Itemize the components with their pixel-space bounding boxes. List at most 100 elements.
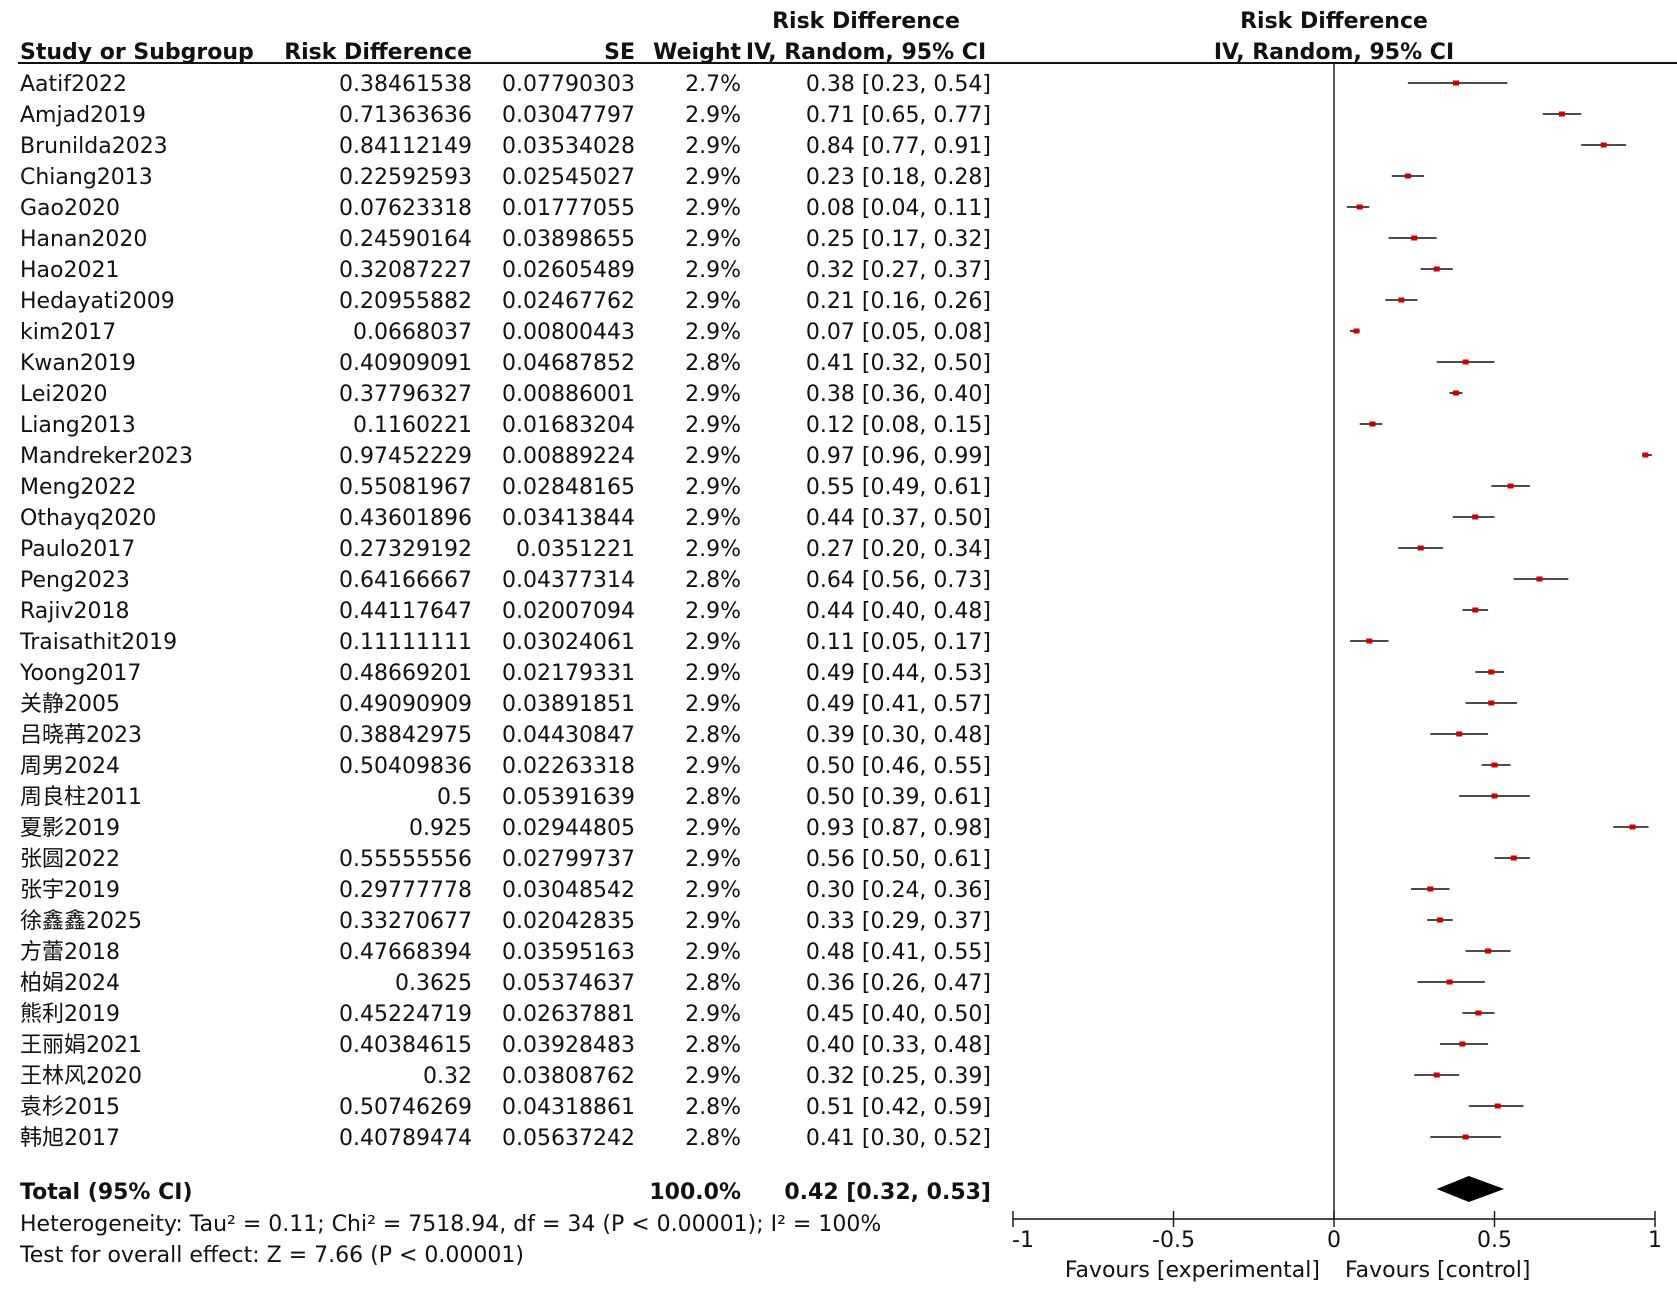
weight-value: 2.9% — [685, 909, 741, 934]
weight-value: 2.9% — [685, 661, 741, 686]
risk-difference-value: 0.84112149 — [339, 134, 472, 159]
weight-value: 2.9% — [685, 878, 741, 903]
point-estimate — [1462, 359, 1469, 365]
ci-text: 0.12 [0.08, 0.15] — [806, 413, 991, 438]
risk-difference-value: 0.71363636 — [339, 103, 472, 128]
point-estimate — [1536, 576, 1543, 582]
pooled-diamond — [1436, 1176, 1505, 1202]
total-weight: 100.0% — [649, 1180, 741, 1205]
weight-value: 2.9% — [685, 692, 741, 717]
risk-difference-value: 0.55081967 — [339, 475, 472, 500]
favours-experimental: Favours [experimental] — [1065, 1258, 1320, 1283]
point-estimate — [1491, 793, 1498, 799]
weight-value: 2.9% — [685, 506, 741, 531]
study-name: kim2017 — [20, 320, 116, 345]
se-value: 0.02467762 — [502, 289, 635, 314]
ci-text: 0.32 [0.27, 0.37] — [806, 258, 991, 283]
risk-difference-value: 0.20955882 — [339, 289, 472, 314]
point-estimate — [1356, 204, 1363, 210]
ci-text: 0.30 [0.24, 0.36] — [806, 878, 991, 903]
risk-difference-value: 0.3625 — [395, 971, 472, 996]
favours-control: Favours [control] — [1345, 1258, 1530, 1283]
risk-difference-value: 0.38461538 — [339, 72, 472, 97]
se-value: 0.05391639 — [502, 785, 635, 810]
risk-difference-value: 0.37796327 — [339, 382, 472, 407]
point-estimate — [1369, 421, 1376, 427]
header-ci-left: IV, Random, 95% CI — [746, 40, 986, 65]
study-name: 夏影2019 — [20, 816, 120, 841]
study-name: Paulo2017 — [20, 537, 135, 562]
point-estimate — [1427, 886, 1434, 892]
study-name: Gao2020 — [20, 196, 120, 221]
weight-value: 2.7% — [685, 72, 741, 97]
ci-text: 0.84 [0.77, 0.91] — [806, 134, 991, 159]
study-name: 关静2005 — [20, 692, 120, 717]
se-value: 0.00889224 — [502, 444, 635, 469]
risk-difference-value: 0.48669201 — [339, 661, 472, 686]
risk-difference-value: 0.50409836 — [339, 754, 472, 779]
weight-value: 2.9% — [685, 1002, 741, 1027]
ci-text: 0.38 [0.36, 0.40] — [806, 382, 991, 407]
point-estimate — [1353, 328, 1360, 334]
study-name: Liang2013 — [20, 413, 136, 438]
ci-text: 0.38 [0.23, 0.54] — [806, 72, 991, 97]
ci-text: 0.41 [0.32, 0.50] — [806, 351, 991, 376]
se-value: 0.02179331 — [502, 661, 635, 686]
point-estimate — [1446, 979, 1453, 985]
total-ci: 0.42 [0.32, 0.53] — [784, 1180, 991, 1205]
se-value: 0.02944805 — [502, 816, 635, 841]
study-name: 韩旭2017 — [20, 1126, 120, 1151]
risk-difference-value: 0.27329192 — [339, 537, 472, 562]
ci-text: 0.07 [0.05, 0.08] — [806, 320, 991, 345]
se-value: 0.00800443 — [502, 320, 635, 345]
se-value: 0.03891851 — [502, 692, 635, 717]
study-name: 柏娟2024 — [20, 971, 120, 996]
study-name: Traisathit2019 — [19, 630, 177, 655]
se-value: 0.02042835 — [502, 909, 635, 934]
ci-text: 0.21 [0.16, 0.26] — [806, 289, 991, 314]
risk-difference-value: 0.32 — [423, 1064, 472, 1089]
weight-value: 2.9% — [685, 847, 741, 872]
risk-difference-value: 0.0668037 — [353, 320, 472, 345]
study-name: 袁杉2015 — [20, 1095, 120, 1120]
header-se: SE — [604, 40, 635, 65]
study-name: Amjad2019 — [20, 103, 146, 128]
se-value: 0.02545027 — [502, 165, 635, 190]
ci-text: 0.27 [0.20, 0.34] — [806, 537, 991, 562]
risk-difference-value: 0.47668394 — [339, 940, 472, 965]
study-rows: Aatif2022 0.38461538 0.07790303 2.7% 0.38 [0… — [19, 72, 991, 1151]
plot-area: -1 -0.5 0 0.5 1 — [1012, 63, 1662, 1253]
ci-text: 0.56 [0.50, 0.61] — [806, 847, 991, 872]
ci-text: 0.25 [0.17, 0.32] — [806, 227, 991, 252]
point-estimate — [1491, 762, 1498, 768]
point-estimate — [1459, 1041, 1466, 1047]
weight-value: 2.8% — [685, 1095, 741, 1120]
point-estimate — [1472, 607, 1479, 613]
point-estimate — [1558, 111, 1565, 117]
study-name: 王林风2020 — [20, 1064, 142, 1089]
ci-text: 0.93 [0.87, 0.98] — [806, 816, 991, 841]
ci-text: 0.08 [0.04, 0.11] — [806, 196, 991, 221]
heterogeneity-text: Heterogeneity: Tau² = 0.11; Chi² = 7518.… — [20, 1212, 881, 1237]
se-value: 0.03047797 — [502, 103, 635, 128]
ci-text: 0.32 [0.25, 0.39] — [806, 1064, 991, 1089]
ci-text: 0.39 [0.30, 0.48] — [806, 723, 991, 748]
se-value: 0.03534028 — [502, 134, 635, 159]
study-name: Peng2023 — [20, 568, 130, 593]
se-value: 0.04377314 — [502, 568, 635, 593]
se-value: 0.03808762 — [502, 1064, 635, 1089]
point-estimate — [1629, 824, 1636, 830]
study-name: 方蕾2018 — [20, 940, 120, 965]
study-name: 熊利2019 — [20, 1002, 120, 1027]
weight-value: 2.9% — [685, 413, 741, 438]
ci-text: 0.64 [0.56, 0.73] — [806, 568, 991, 593]
ci-text: 0.41 [0.30, 0.52] — [806, 1126, 991, 1151]
weight-value: 2.9% — [685, 196, 741, 221]
point-estimate — [1417, 545, 1424, 551]
weight-value: 2.9% — [685, 537, 741, 562]
se-value: 0.03048542 — [502, 878, 635, 903]
study-name: Chiang2013 — [20, 165, 153, 190]
risk-difference-value: 0.97452229 — [339, 444, 472, 469]
se-value: 0.04430847 — [502, 723, 635, 748]
